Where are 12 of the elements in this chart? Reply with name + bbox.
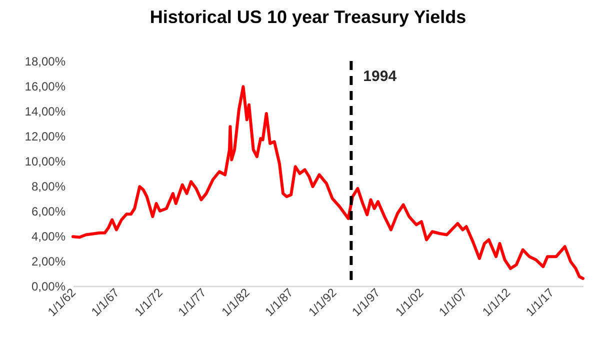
y-tick-label: 14,00% bbox=[24, 104, 66, 118]
y-tick-label: 4,00% bbox=[31, 230, 66, 244]
ref-line-label: 1994 bbox=[363, 68, 398, 85]
y-tick-label: 12,00% bbox=[24, 130, 66, 144]
chart-title: Historical US 10 year Treasury Yields bbox=[150, 7, 466, 27]
y-tick-label: 16,00% bbox=[24, 80, 66, 94]
y-tick-label: 8,00% bbox=[31, 180, 66, 194]
y-tick-label: 6,00% bbox=[31, 204, 66, 218]
y-tick-label: 10,00% bbox=[24, 154, 66, 168]
y-tick-label: 18,00% bbox=[24, 54, 66, 68]
line-series bbox=[72, 85, 584, 280]
y-tick-label: 2,00% bbox=[31, 254, 66, 268]
